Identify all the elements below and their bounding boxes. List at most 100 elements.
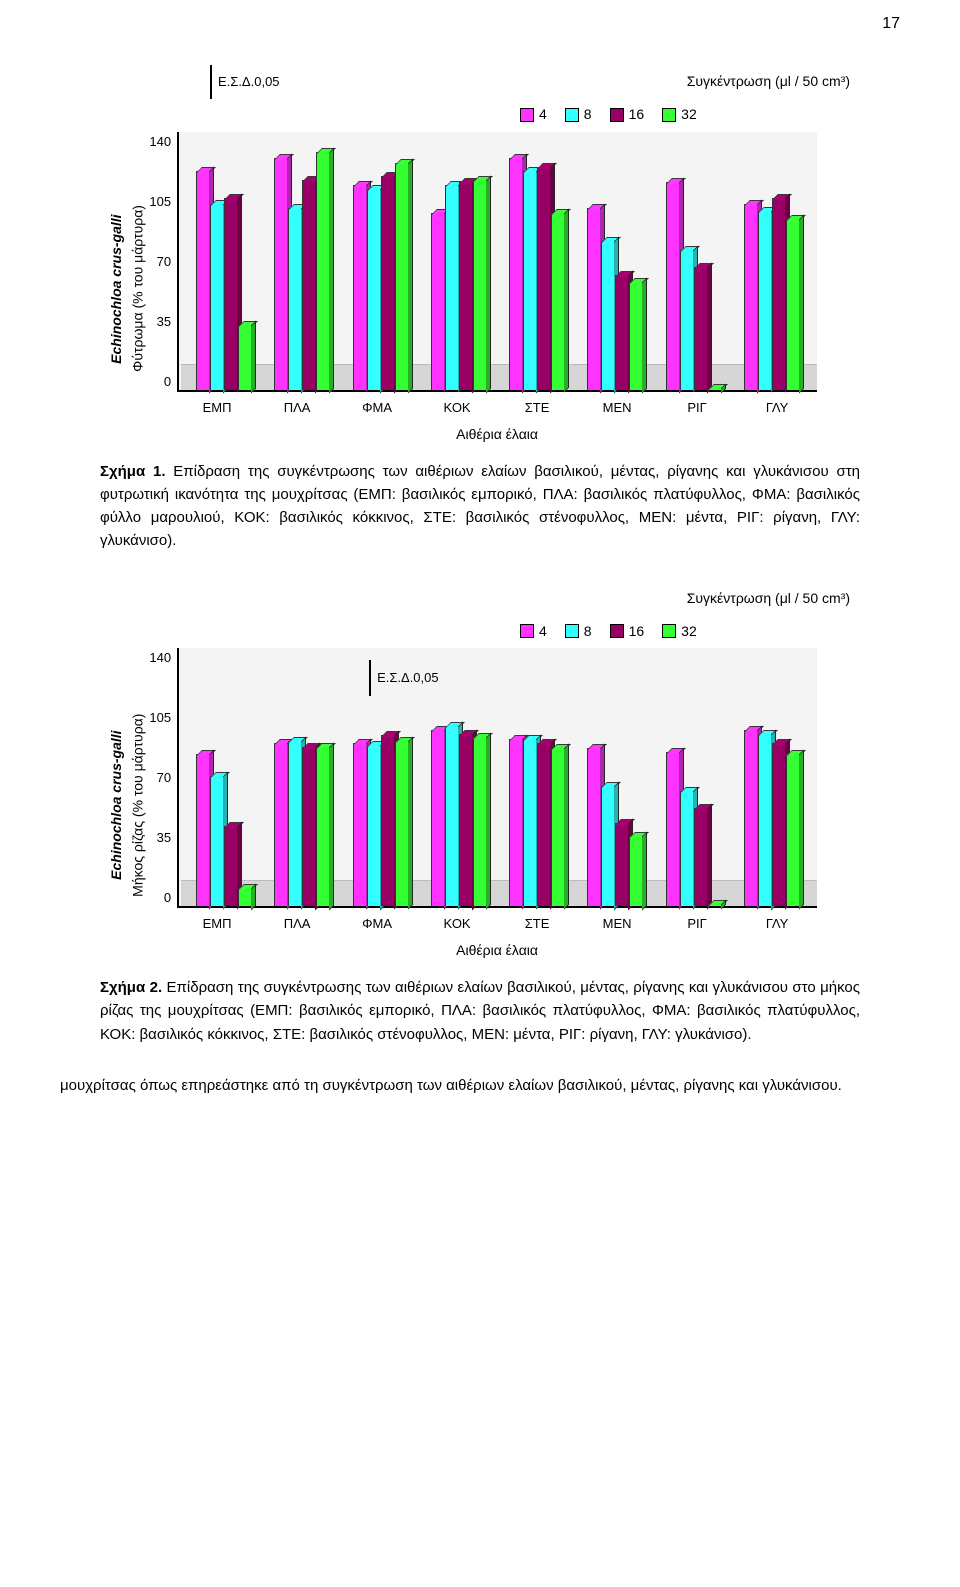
bar <box>445 185 459 389</box>
chart-2: Συγκέντρωση (μl / 50 cm³)481632Echinochl… <box>100 581 860 1046</box>
bar-group <box>655 182 733 390</box>
bar <box>224 826 238 906</box>
legend-swatch <box>565 624 579 638</box>
bar <box>629 282 643 390</box>
y-axis-label-text: Φύτρωμα (% του μάρτυρα) <box>130 205 146 372</box>
bar-group <box>655 752 733 906</box>
x-axis-label: Αιθέρια έλαια <box>177 940 817 962</box>
bar <box>367 189 381 390</box>
y-tick: 140 <box>149 132 171 152</box>
bar <box>537 743 551 906</box>
bar <box>353 185 367 389</box>
bar <box>224 198 238 389</box>
bar <box>288 741 302 906</box>
bar <box>537 167 551 390</box>
legend-item: 8 <box>565 104 592 126</box>
esd-bar-icon <box>369 660 371 696</box>
bar <box>615 275 629 390</box>
chart-area: Echinochloa crus-galli Φύτρωμα (% του μά… <box>100 132 860 446</box>
bar <box>509 158 523 390</box>
bar <box>509 739 523 906</box>
legend-item: 8 <box>565 621 592 643</box>
bar-group <box>263 152 341 390</box>
bar <box>587 748 601 906</box>
legend-item: 32 <box>662 104 697 126</box>
bar <box>523 739 537 906</box>
bar <box>615 823 629 907</box>
legend: 481632 <box>520 621 860 643</box>
bar <box>744 204 758 390</box>
bar <box>196 171 210 390</box>
bar <box>238 325 252 390</box>
bar <box>395 741 409 906</box>
species-name: Echinochloa crus-galli <box>108 214 124 363</box>
x-axis-ticks: ΕΜΠΠΛΑΦΜΑΚΟΚΣΤΕΜΕΝΡΙΓΓΛΥ <box>177 914 817 934</box>
x-axis-ticks: ΕΜΠΠΛΑΦΜΑΚΟΚΣΤΕΜΕΝΡΙΓΓΛΥ <box>177 398 817 418</box>
esd-label: Ε.Σ.Δ.0,05 <box>218 72 280 92</box>
figure-label: Σχήμα 2. <box>100 979 162 996</box>
plot: Ε.Σ.Δ.0,05 <box>177 648 817 908</box>
bar <box>316 747 330 907</box>
plot-wrap: ΕΜΠΠΛΑΦΜΑΚΟΚΣΤΕΜΕΝΡΙΓΓΛΥΑιθέρια έλαια <box>177 132 817 446</box>
bar <box>302 180 316 390</box>
legend-label: 8 <box>584 104 592 126</box>
figure-label: Σχήμα 1. <box>100 463 166 480</box>
bar <box>316 152 330 390</box>
legend-label: 32 <box>681 621 697 643</box>
y-axis-ticks: 14010570350 <box>149 648 177 908</box>
x-tick: ΓΛΥ <box>737 914 817 934</box>
plot-wrap: Ε.Σ.Δ.0,05 ΕΜΠΠΛΑΦΜΑΚΟΚΣΤΕΜΕΝΡΙΓΓΛΥ Αιθέρι… <box>177 648 817 962</box>
bar <box>367 745 381 907</box>
legend-swatch <box>565 108 579 122</box>
x-tick: ΦΜΑ <box>337 398 417 418</box>
x-tick: ΠΛΑ <box>257 914 337 934</box>
legend-swatch <box>662 624 676 638</box>
figure-caption-text: Επίδραση της συγκέντρωσης των αιθέριων ε… <box>100 979 860 1043</box>
bar <box>238 888 252 907</box>
bar <box>381 735 395 906</box>
bar <box>629 836 643 907</box>
bar <box>758 734 772 907</box>
x-tick: ΜΕΝ <box>577 398 657 418</box>
legend-title: Συγκέντρωση (μl / 50 cm³) <box>687 588 850 610</box>
bar <box>772 198 786 389</box>
figure-caption: Σχήμα 1. Επίδραση της συγκέντρωσης των α… <box>100 460 860 553</box>
figure-caption-text: Επίδραση της συγκέντρωσης των αιθέριων ε… <box>100 463 860 550</box>
bar <box>196 754 210 906</box>
bar <box>302 747 316 907</box>
bar-group <box>342 735 420 906</box>
bar <box>708 904 722 906</box>
legend-item: 16 <box>610 621 645 643</box>
bar <box>395 163 409 390</box>
bar <box>210 204 224 390</box>
bar-group <box>733 198 811 389</box>
species-name: Echinochloa crus-galli <box>108 730 124 879</box>
x-tick: ΦΜΑ <box>337 914 417 934</box>
bar <box>274 743 288 906</box>
y-tick: 35 <box>157 828 171 848</box>
bar-group <box>185 754 263 906</box>
y-tick: 0 <box>164 372 171 392</box>
x-tick: ΣΤΕ <box>497 914 577 934</box>
y-tick: 140 <box>149 648 171 668</box>
bar <box>666 752 680 906</box>
bar <box>680 250 694 389</box>
chart-1: Ε.Σ.Δ.0,05Συγκέντρωση (μl / 50 cm³)48163… <box>100 64 860 553</box>
bar <box>459 734 473 907</box>
bar <box>587 208 601 390</box>
esd-indicator: Ε.Σ.Δ.0,05 <box>369 660 439 696</box>
bar <box>445 726 459 906</box>
y-tick: 35 <box>157 312 171 332</box>
bar-group <box>733 730 811 906</box>
x-tick: ΕΜΠ <box>177 914 257 934</box>
bar-group <box>498 158 576 390</box>
legend-swatch <box>520 108 534 122</box>
bar <box>786 219 800 390</box>
bar <box>601 241 615 390</box>
y-axis-ticks: 14010570350 <box>149 132 177 392</box>
x-tick: ΓΛΥ <box>737 398 817 418</box>
x-tick: ΚΟΚ <box>417 398 497 418</box>
y-axis-label: Echinochloa crus-galli Μήκος ρίζας (% το… <box>100 648 149 962</box>
bar-group <box>498 739 576 906</box>
bar <box>708 388 722 390</box>
